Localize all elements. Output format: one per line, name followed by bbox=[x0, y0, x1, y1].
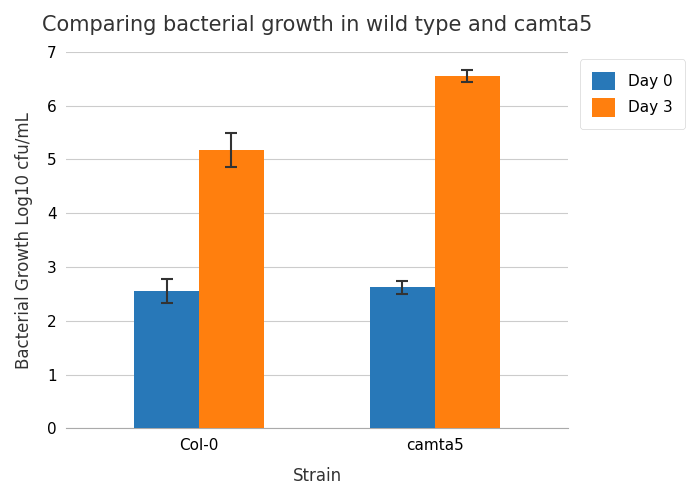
Bar bbox=[199, 150, 264, 428]
Bar bbox=[435, 76, 500, 428]
Legend: Day 0, Day 3: Day 0, Day 3 bbox=[580, 60, 685, 129]
Bar bbox=[370, 288, 435, 428]
Title: Comparing bacterial growth in wild type and camta5: Comparing bacterial growth in wild type … bbox=[42, 15, 592, 35]
X-axis label: Strain: Strain bbox=[293, 467, 342, 485]
Y-axis label: Bacterial Growth Log10 cfu/mL: Bacterial Growth Log10 cfu/mL bbox=[15, 112, 33, 368]
Bar bbox=[134, 291, 199, 428]
